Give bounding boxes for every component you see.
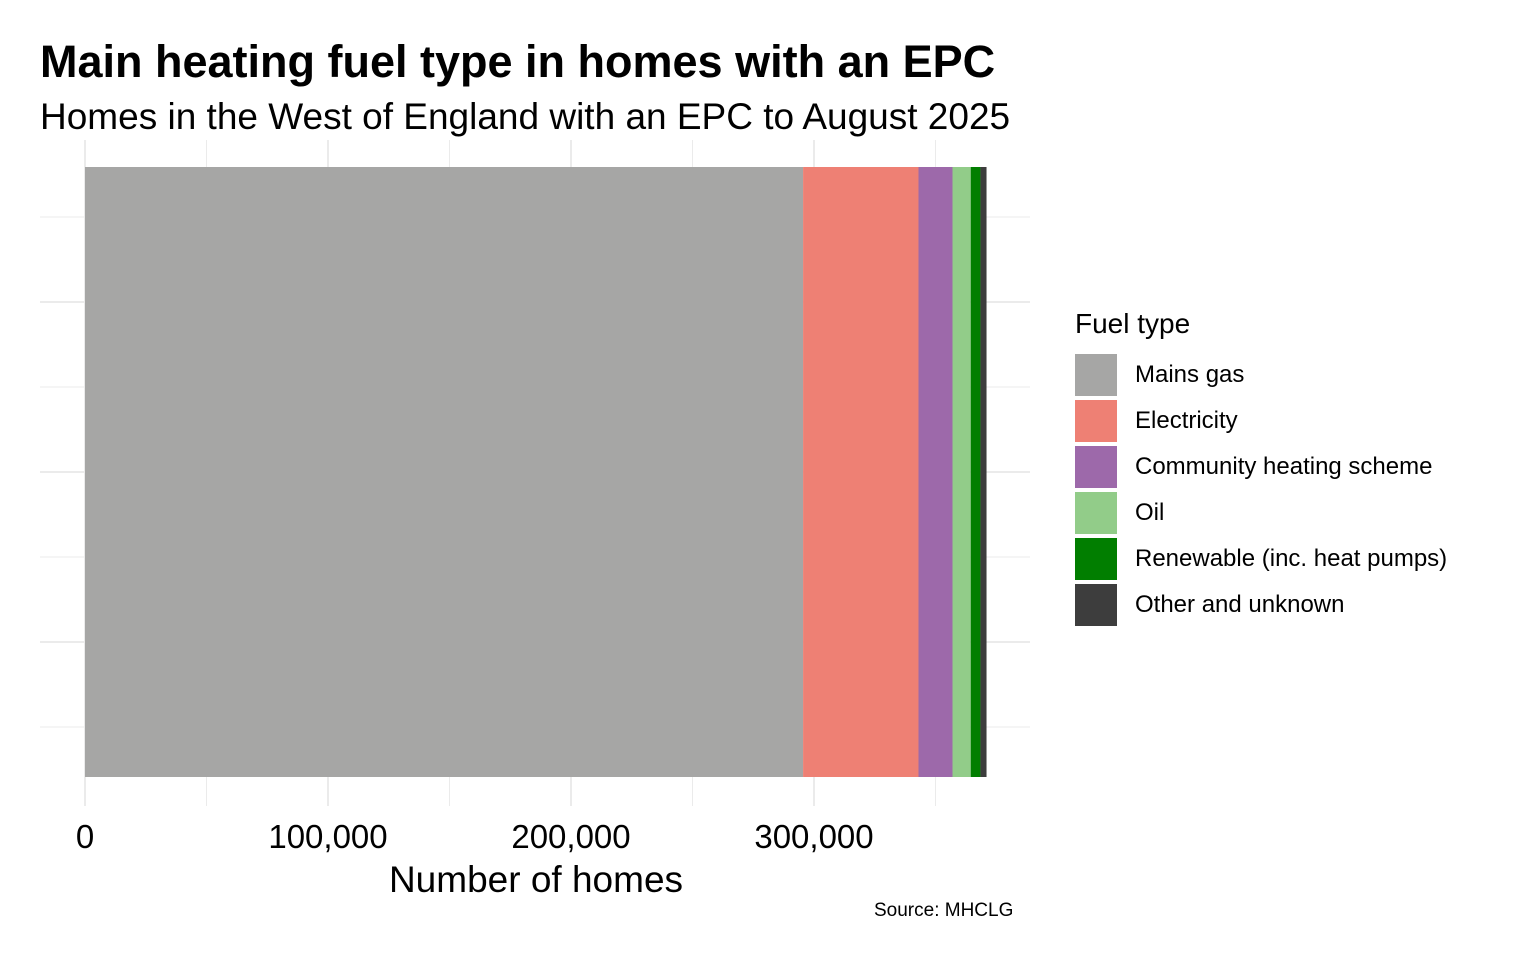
- legend-item: Oil: [1075, 490, 1447, 536]
- legend-swatch: [1075, 492, 1117, 534]
- legend-label: Community heating scheme: [1135, 453, 1433, 480]
- bar-segment-5: [980, 167, 987, 777]
- legend-item: Other and unknown: [1075, 582, 1447, 628]
- legend-swatch: [1075, 584, 1117, 626]
- bar-segment-2: [918, 167, 953, 777]
- legend-title: Fuel type: [1075, 308, 1191, 339]
- legend-item: Mains gas: [1075, 352, 1447, 398]
- legend-label: Renewable (inc. heat pumps): [1135, 545, 1448, 572]
- stacked-bar: [85, 167, 987, 777]
- x-tick-label: 300,000: [754, 818, 873, 855]
- bar-segment-1: [803, 167, 919, 777]
- legend-swatch: [1075, 354, 1117, 396]
- legend: Fuel type Mains gas Electricity Community …: [1075, 308, 1447, 628]
- legend-item: Renewable (inc. heat pumps): [1075, 536, 1447, 582]
- legend-item: Electricity: [1075, 398, 1447, 444]
- legend-item: Community heating scheme: [1075, 444, 1447, 490]
- chart-title: Main heating fuel type in homes with an …: [40, 36, 996, 87]
- x-axis-label: Number of homes: [389, 859, 683, 900]
- legend-label: Mains gas: [1135, 361, 1245, 388]
- legend-swatch: [1075, 400, 1117, 442]
- legend-label: Oil: [1135, 499, 1165, 526]
- x-tick-label: 100,000: [268, 818, 387, 855]
- legend-items: Mains gas Electricity Community heating sc…: [1075, 352, 1447, 628]
- legend-label: Other and unknown: [1135, 591, 1345, 618]
- bar-segment-4: [970, 167, 981, 777]
- source-caption: Source: MHCLG: [874, 900, 1014, 921]
- legend-swatch: [1075, 538, 1117, 580]
- legend-label: Electricity: [1135, 407, 1238, 434]
- bar-segment-0: [85, 167, 804, 777]
- bar-segment-3: [952, 167, 971, 777]
- x-tick-label: 0: [76, 818, 94, 855]
- legend-swatch: [1075, 446, 1117, 488]
- x-axis-ticks: 0 100,000 200,000 300,000: [76, 818, 874, 855]
- chart-subtitle: Homes in the West of England with an EPC…: [40, 96, 1011, 137]
- x-tick-label: 200,000: [511, 818, 630, 855]
